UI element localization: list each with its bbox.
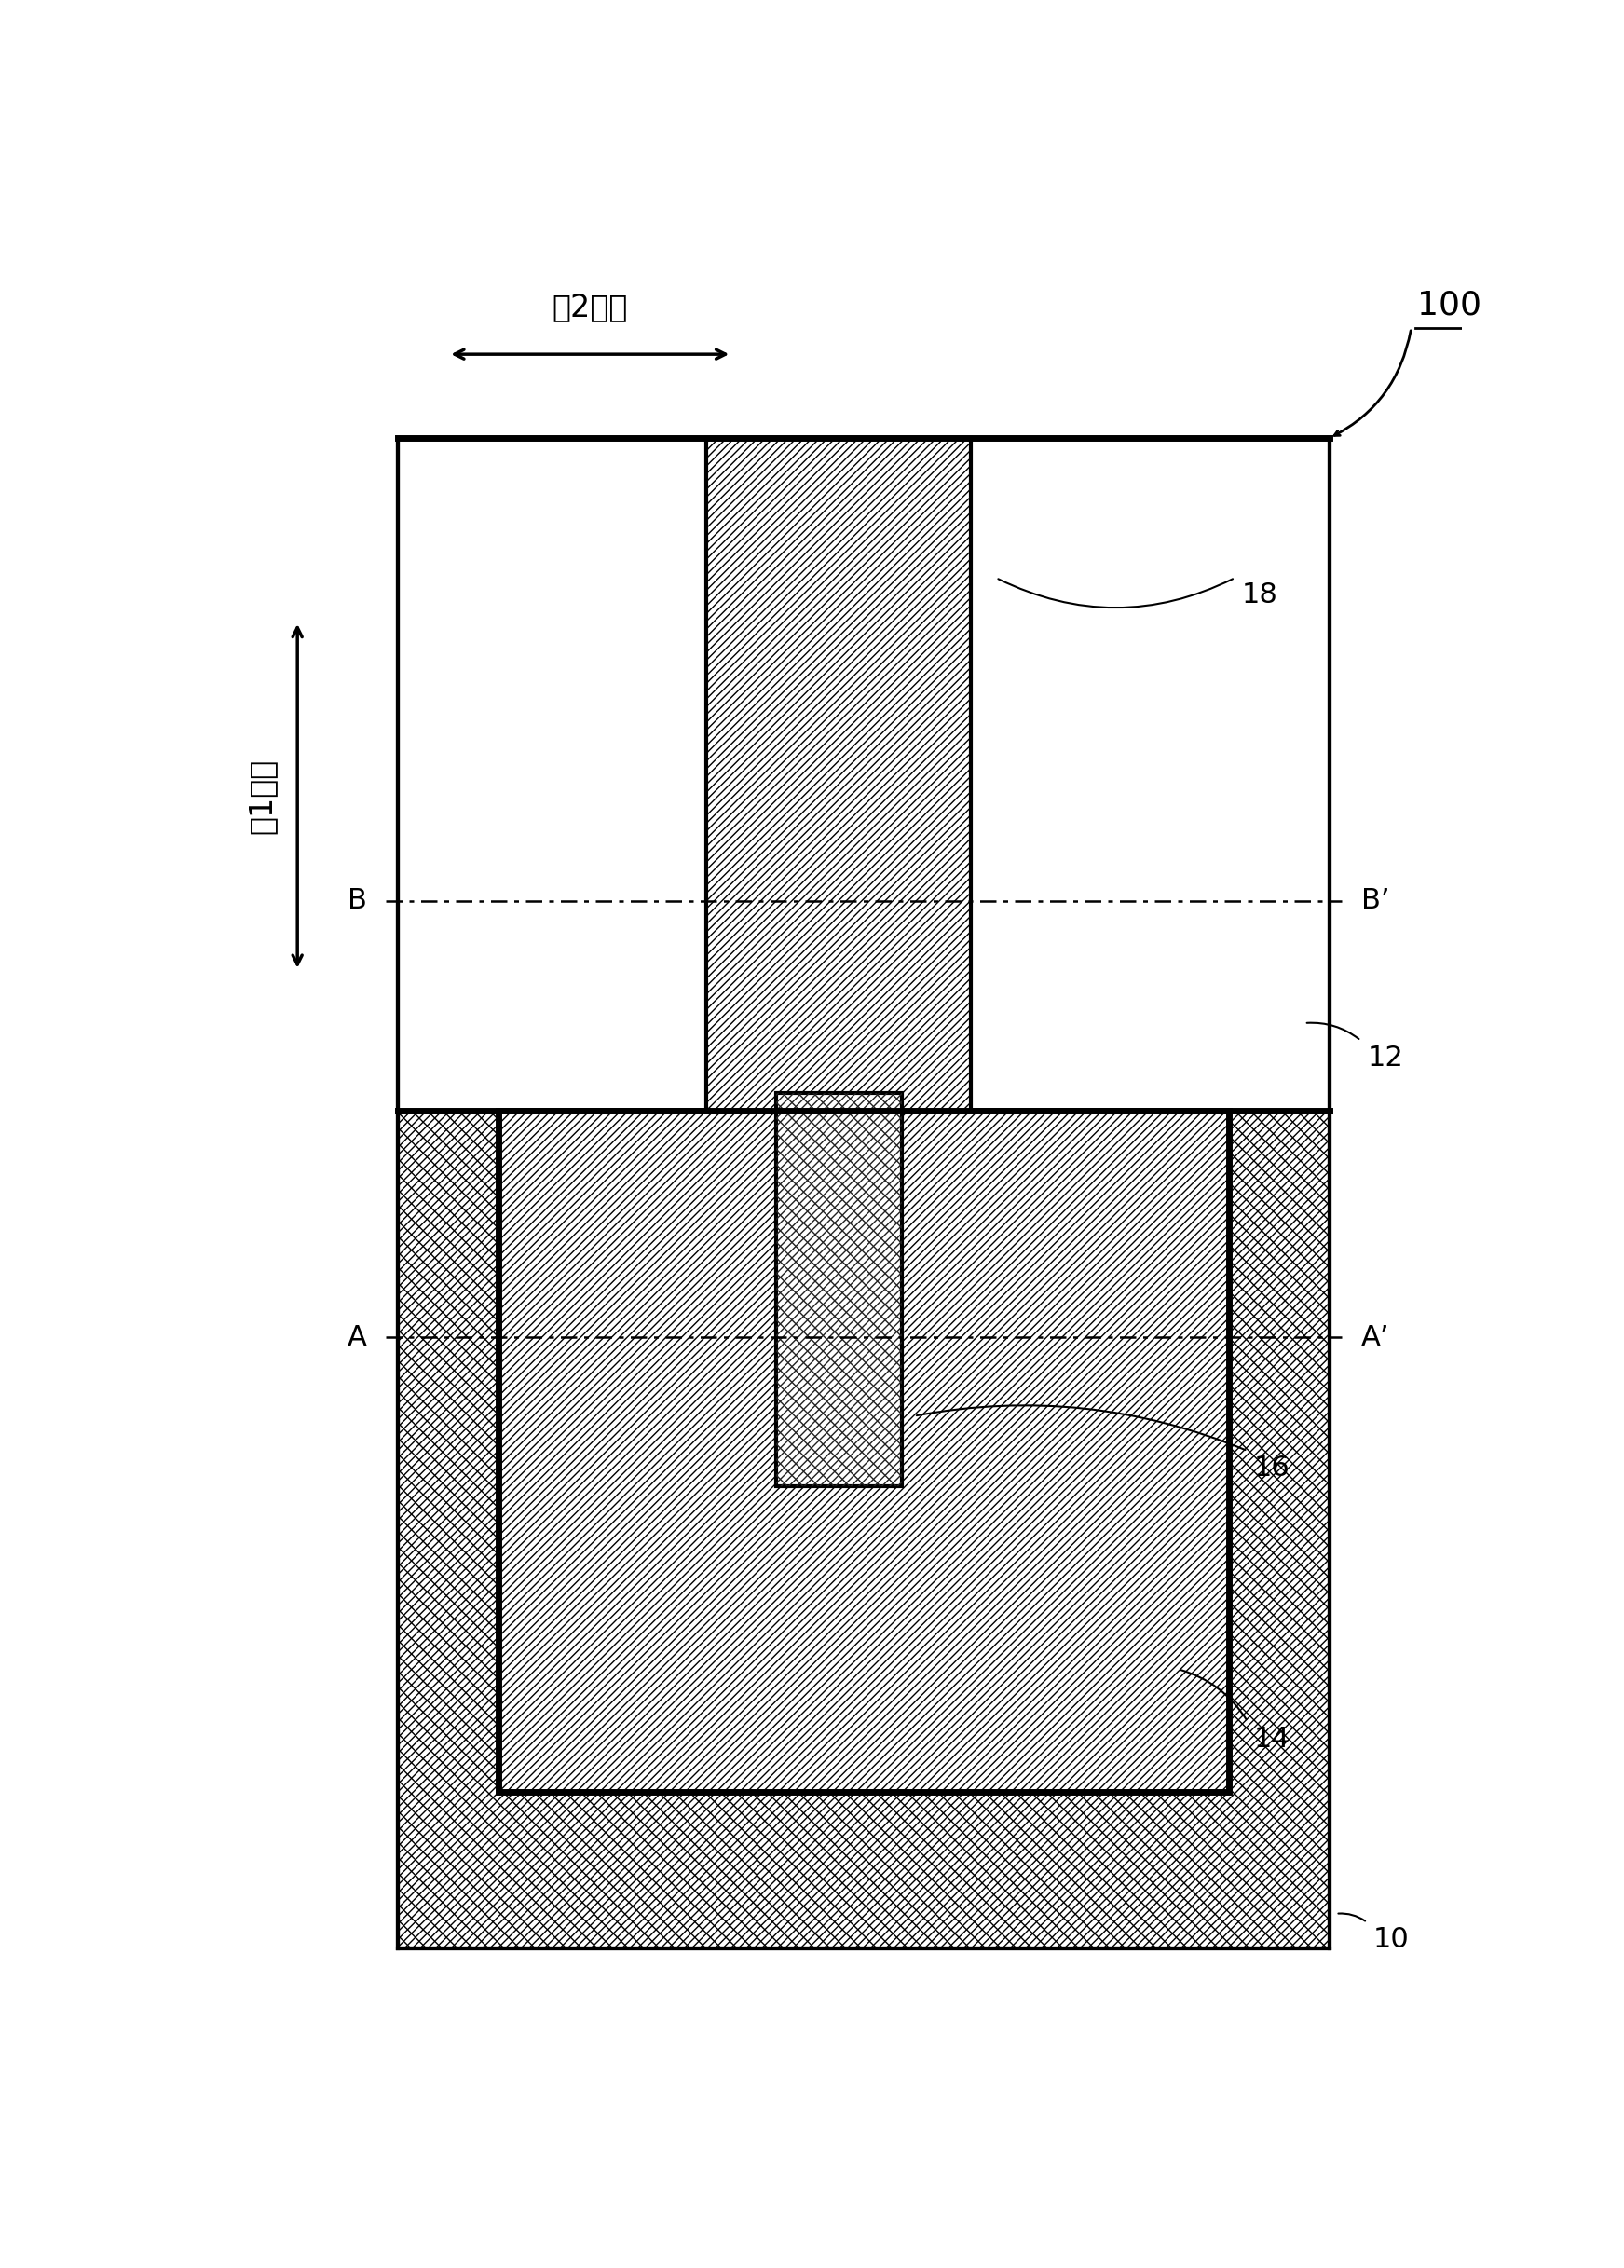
Bar <box>499 1111 1229 1792</box>
Bar <box>776 1093 901 1486</box>
Bar <box>398 438 1330 1111</box>
Text: 14: 14 <box>1254 1726 1289 1753</box>
Text: 第2方向: 第2方向 <box>552 293 628 322</box>
Bar <box>776 1093 901 1486</box>
Bar <box>776 1093 901 1486</box>
Bar <box>398 1111 1330 1948</box>
Bar <box>706 438 971 1111</box>
Text: A: A <box>348 1325 367 1352</box>
Text: 100: 100 <box>1418 290 1481 322</box>
Text: 12: 12 <box>1367 1046 1403 1070</box>
Text: 18: 18 <box>1241 581 1278 608</box>
Bar <box>499 1111 1229 1792</box>
Text: 16: 16 <box>1254 1454 1289 1481</box>
Text: B’: B’ <box>1361 887 1389 914</box>
Bar <box>706 438 971 1111</box>
Bar <box>398 1111 1330 1948</box>
Text: A’: A’ <box>1361 1325 1389 1352</box>
Text: B: B <box>348 887 367 914</box>
Text: 第1方向: 第1方向 <box>247 758 278 835</box>
Text: 10: 10 <box>1374 1926 1410 1953</box>
Bar <box>398 1111 1330 1948</box>
